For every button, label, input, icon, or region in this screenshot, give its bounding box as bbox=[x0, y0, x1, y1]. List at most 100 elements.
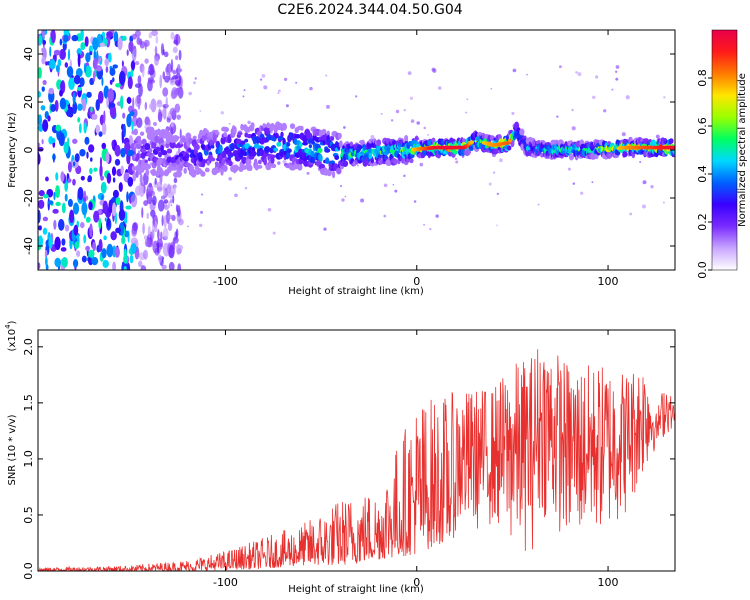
spectrogram-faint-dot bbox=[490, 87, 493, 90]
spectrogram-faint-dot bbox=[267, 207, 272, 212]
spectrogram-ridge-cell bbox=[227, 152, 234, 157]
spectrogram-ridge-cell bbox=[144, 142, 151, 151]
spectrogram-noise-blob bbox=[64, 224, 70, 232]
spectrogram-y-tick-label: 0 bbox=[22, 147, 35, 154]
snr-frame bbox=[37, 329, 676, 572]
spectrogram-faint-dot bbox=[243, 89, 246, 92]
spectrogram-faint-dot bbox=[357, 164, 359, 167]
spectrogram-ridge-cell bbox=[311, 157, 316, 164]
spectrogram-faint-dot bbox=[571, 108, 574, 112]
snr-x-tick-label: -100 bbox=[213, 576, 238, 589]
spectrogram-ridge-cell bbox=[510, 140, 515, 148]
spectrogram-faint-dot bbox=[423, 126, 427, 130]
spectrogram-noise-blob bbox=[80, 42, 86, 51]
spectrogram-noise-blob bbox=[175, 55, 179, 61]
spectrogram-faint-dot bbox=[263, 85, 268, 90]
spectrogram-faint-dot bbox=[390, 119, 394, 122]
spectrogram-faint-dot bbox=[325, 74, 328, 77]
spectrogram-ridge-cell bbox=[650, 139, 656, 148]
colorbar-tick-label: 0.8 bbox=[696, 69, 709, 87]
spectrogram-noise-blob bbox=[79, 77, 85, 87]
spectrogram-noise-blob bbox=[38, 209, 41, 224]
spectrogram-faint-dot bbox=[341, 198, 345, 202]
spectrogram-noise-blob bbox=[173, 177, 178, 184]
spectrogram-noise-blob bbox=[152, 240, 159, 254]
spectrogram-noise-blob bbox=[105, 151, 110, 164]
spectrogram-ridge-cell bbox=[247, 158, 252, 166]
spectrogram-faint-dot bbox=[567, 167, 571, 171]
spectrogram-noise-blob bbox=[72, 202, 80, 215]
spectrogram-noise-blob bbox=[49, 46, 52, 57]
spectrogram-ridge-cell bbox=[145, 164, 151, 170]
spectrogram-faint-dot bbox=[466, 98, 469, 101]
spectrogram-noise-blob bbox=[53, 191, 56, 201]
spectrogram-noise-blob bbox=[84, 36, 89, 47]
spectrogram-noise-blob bbox=[83, 62, 87, 74]
spectrogram-noise-blob bbox=[126, 262, 131, 270]
spectrogram-noise-blob bbox=[151, 229, 155, 240]
spectrogram-noise-blob bbox=[169, 199, 173, 204]
spectrogram-faint-dot bbox=[592, 95, 596, 100]
spectrogram-noise-blob bbox=[102, 259, 109, 268]
spectrogram-noise-blob bbox=[162, 71, 166, 80]
spectrogram-noise-blob bbox=[41, 139, 44, 145]
spectrogram-faint-dot bbox=[423, 223, 426, 226]
spectrogram-noise-blob bbox=[38, 152, 41, 165]
spectrogram-noise-blob bbox=[112, 189, 119, 199]
spectrogram-ridge-cell bbox=[250, 150, 257, 157]
spectrogram-noise-blob bbox=[85, 52, 91, 63]
spectrogram-noise-blob bbox=[109, 67, 116, 77]
spectrogram-ridge-cell bbox=[273, 147, 279, 152]
spectrogram-faint-dot bbox=[595, 75, 599, 79]
spectrogram-noise-blob bbox=[68, 77, 75, 90]
spectrogram-ridge-cell bbox=[241, 156, 247, 164]
snr-marks bbox=[38, 349, 675, 571]
spectrogram-faint-dot bbox=[278, 89, 281, 93]
spectrogram-noise-blob bbox=[138, 104, 141, 110]
spectrogram-ridge-cell bbox=[263, 157, 268, 166]
spectrogram-ridge-cell bbox=[161, 150, 168, 156]
spectrogram-noise-blob bbox=[58, 132, 65, 147]
snr-x-ticks: -100 0 100 bbox=[213, 330, 619, 589]
spectrogram-noise-blob bbox=[120, 165, 124, 175]
spectrogram-noise-blob bbox=[90, 106, 93, 113]
spectrogram-ridge-cell bbox=[206, 160, 211, 166]
spectrogram-noise-blob bbox=[112, 64, 118, 69]
spectrogram-ridge-cell bbox=[254, 163, 259, 171]
spectrogram-ridge-cell bbox=[237, 131, 243, 136]
spectrogram-faint-dot bbox=[511, 111, 515, 115]
spectrogram-noise-blob bbox=[64, 193, 68, 202]
spectrogram-noise-blob bbox=[154, 56, 159, 66]
spectrogram-faint-dot bbox=[431, 67, 436, 72]
spectrogram-noise-blob bbox=[60, 171, 65, 183]
spectrogram-noise-blob bbox=[48, 236, 53, 249]
spectrogram-ridge-cell bbox=[209, 139, 214, 147]
spectrogram-faint-dot bbox=[639, 161, 642, 164]
snr-x-axis-title: Height of straight line (km) bbox=[288, 584, 424, 595]
colorbar-label: Normalized spectral amplitude bbox=[737, 73, 748, 227]
spectrogram-noise-blob bbox=[45, 176, 49, 182]
spectrogram-noise-blob bbox=[120, 147, 126, 158]
spectrogram-faint-dot bbox=[306, 171, 310, 175]
spectrogram-noise-blob bbox=[67, 178, 72, 183]
spectrogram-noise-blob bbox=[123, 265, 127, 270]
spectrogram-ridge-cell bbox=[538, 147, 543, 153]
spectrogram-noise-blob bbox=[38, 142, 41, 148]
spectrogram-faint-dot bbox=[454, 157, 458, 161]
spectrogram-faint-dot bbox=[526, 73, 528, 76]
spectrogram-noise-blob bbox=[149, 79, 156, 84]
spectrogram-noise-blob bbox=[61, 202, 66, 214]
spectrogram-noise-blob bbox=[152, 195, 157, 206]
spectrogram-noise-blob bbox=[72, 91, 76, 105]
spectrogram-noise-blob bbox=[114, 246, 120, 258]
colorbar-bar bbox=[711, 29, 738, 271]
spectrogram-noise-blob bbox=[85, 245, 91, 252]
spectrogram-faint-dot bbox=[383, 214, 387, 218]
spectrogram-noise-blob bbox=[157, 229, 160, 240]
spectrogram-ridge-cell bbox=[414, 135, 419, 141]
spectrogram-ridge-cell bbox=[330, 136, 335, 141]
spectrogram-ridge-cell bbox=[232, 125, 237, 134]
spectrogram-ridge-cell bbox=[185, 132, 192, 140]
spectrogram-noise-blob bbox=[42, 119, 49, 132]
spectrogram-noise-blob bbox=[50, 137, 56, 144]
